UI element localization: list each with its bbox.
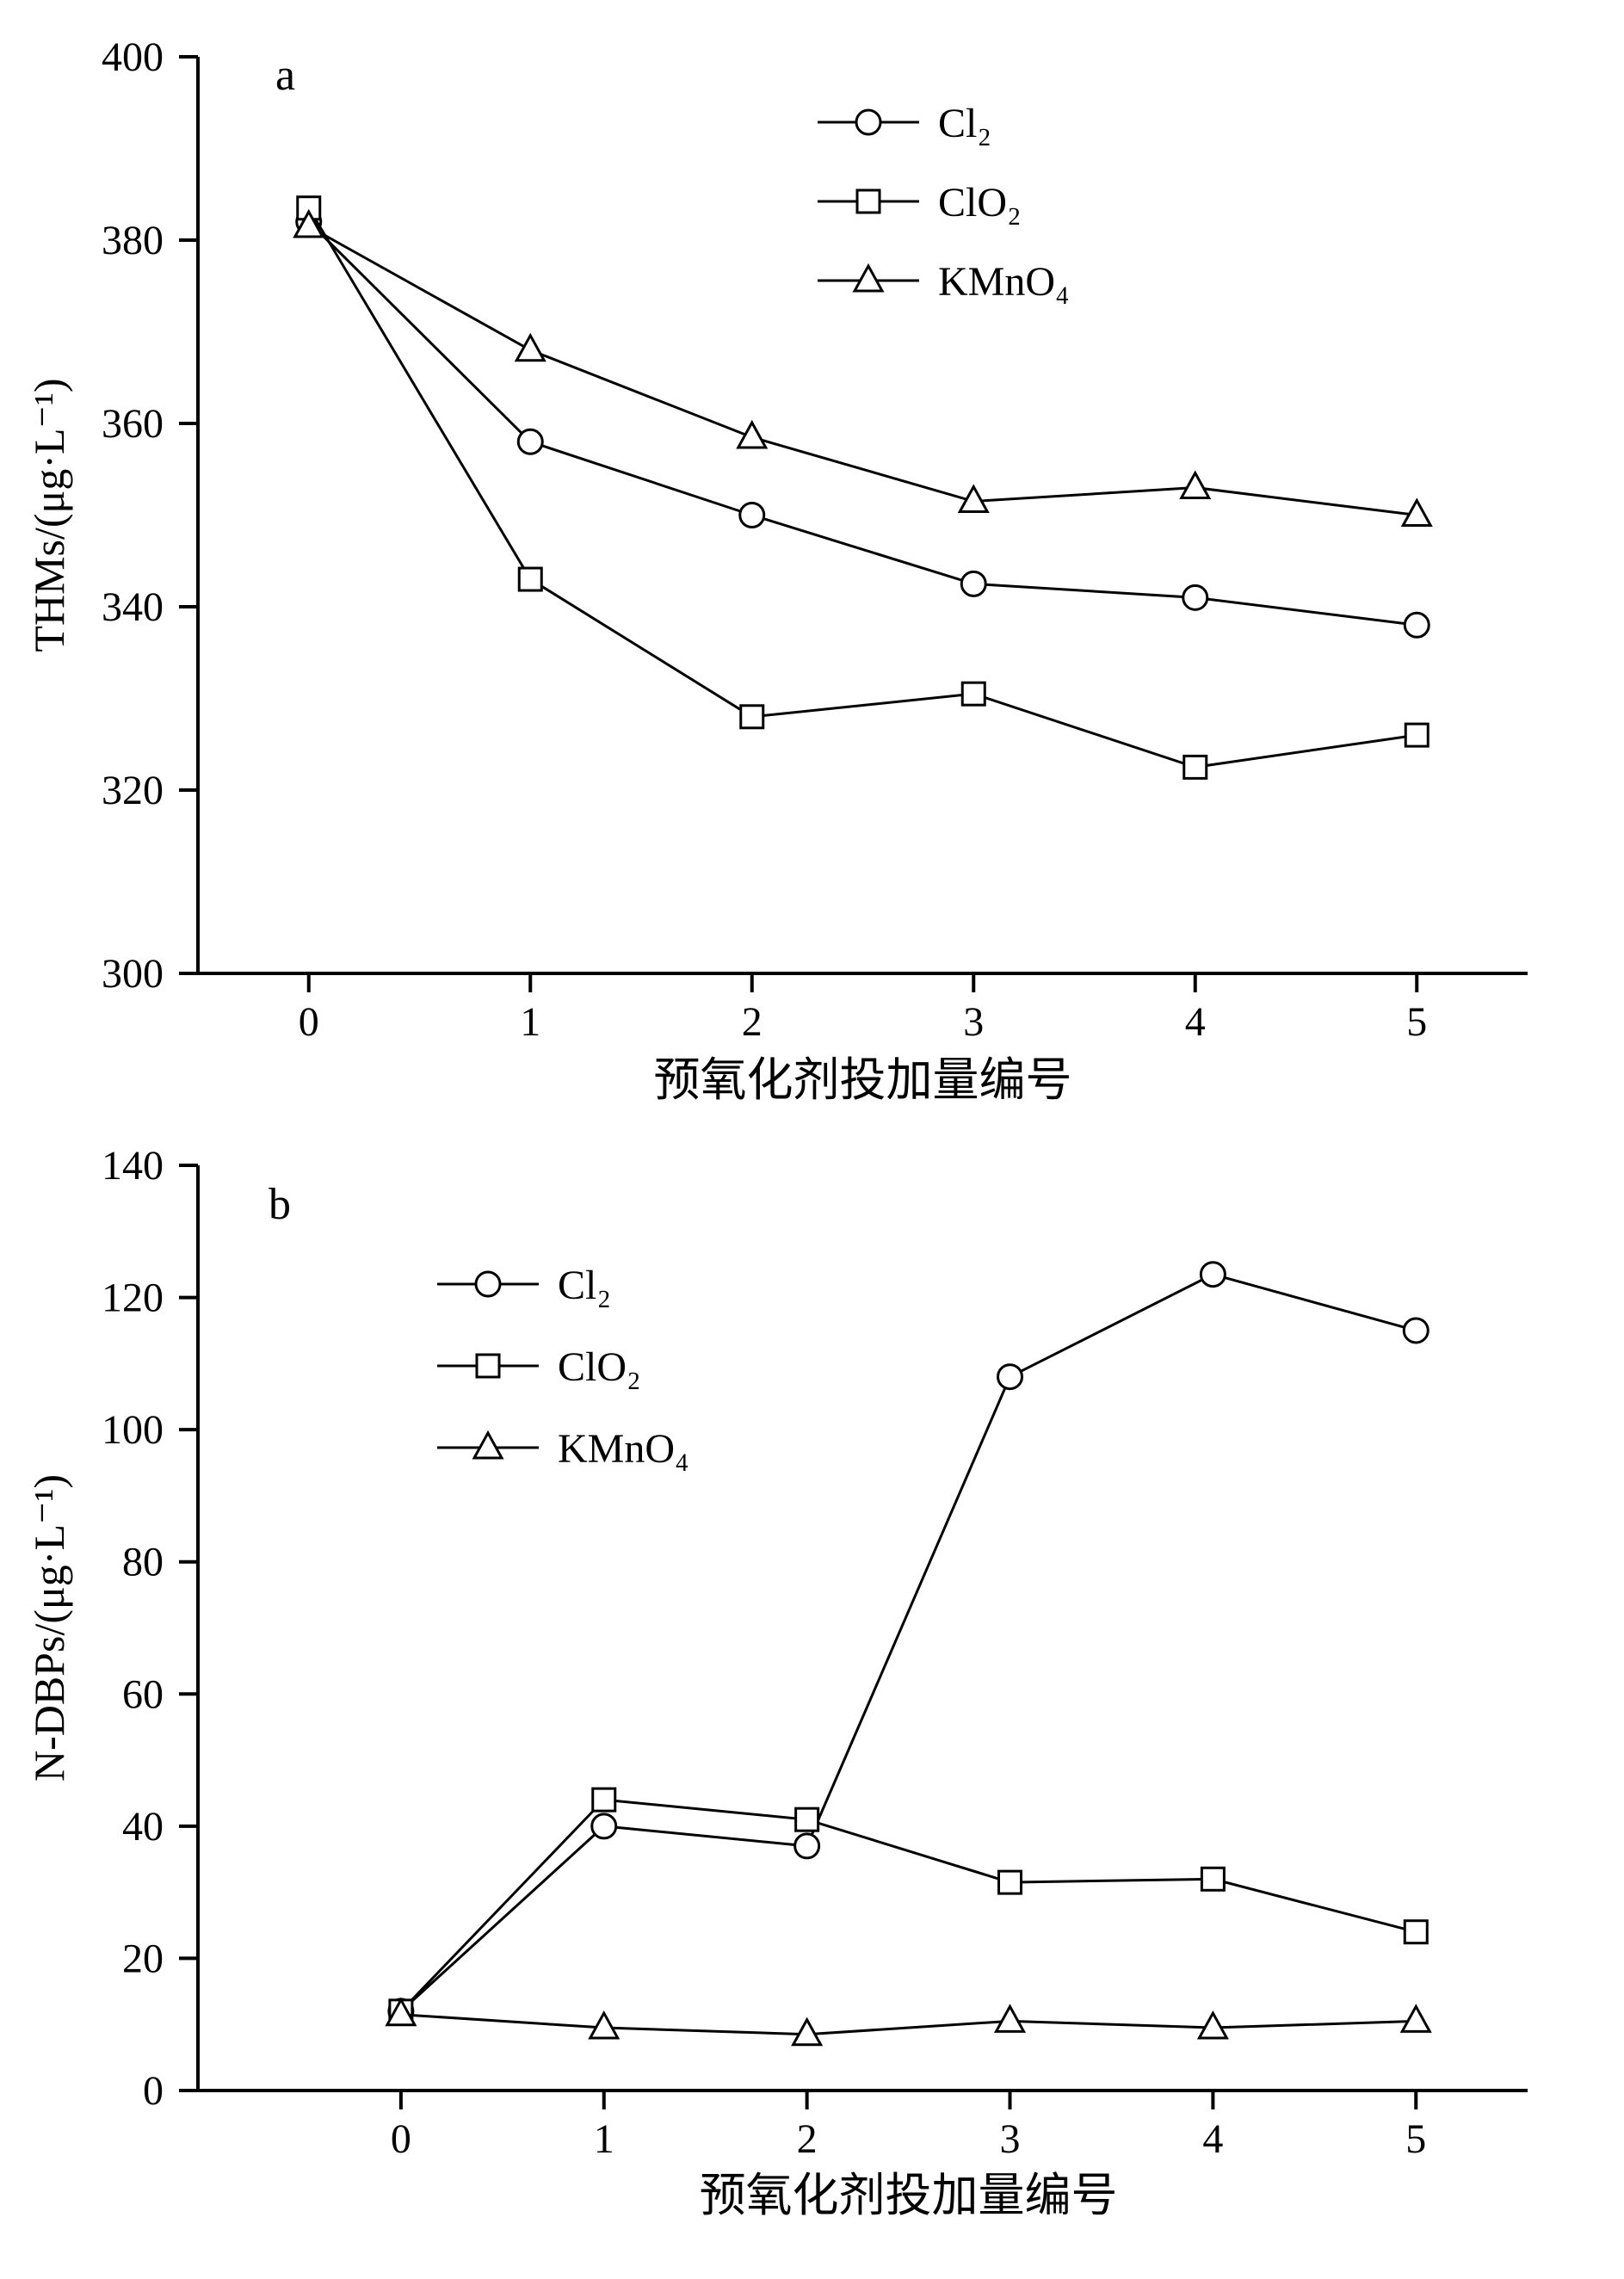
series-line-square xyxy=(307,207,1417,769)
legend-entry: ClO₂ xyxy=(818,180,1022,225)
marker-circle-icon xyxy=(855,108,882,136)
x-tick-label: 4 xyxy=(1185,999,1206,1045)
legend-label: KMnO₄ xyxy=(558,1426,689,1472)
marker-triangle-icon xyxy=(736,419,769,449)
marker-square-icon xyxy=(517,566,543,592)
marker-square-icon xyxy=(475,1353,501,1379)
x-tick-label: 5 xyxy=(1405,2116,1426,2162)
marker-circle-icon xyxy=(474,1270,502,1298)
marker-circle-icon xyxy=(516,428,544,455)
marker-triangle-icon xyxy=(852,262,885,293)
y-axis-label: THMs/(μg·L⁻¹) xyxy=(25,378,73,652)
marker-square-icon xyxy=(739,704,765,730)
ndbps-line-chart: 0 20 40 60 80 100 120 140 0 1 2 3 4 5 N-DBPs/(μg·L⁻¹) 预… xyxy=(25,1143,1528,2221)
thms-line-chart: 300 320 340 360 380 400 0 1 2 3 4 5 THMs/(μg·L⁻¹) 预氧化… xyxy=(25,34,1528,1106)
y-tick-label: 0 xyxy=(143,2068,164,2114)
marker-triangle-icon xyxy=(385,1997,417,2027)
x-tick-label: 2 xyxy=(742,999,763,1045)
marker-circle-icon xyxy=(793,1832,821,1860)
marker-square-icon xyxy=(591,1787,617,1813)
marker-square-icon xyxy=(1403,1919,1429,1945)
marker-square-icon xyxy=(1404,722,1429,748)
y-tick-label: 120 xyxy=(102,1275,164,1321)
legend-entry: KMnO₄ xyxy=(437,1426,689,1472)
legend-entry: ClO₂ xyxy=(437,1344,641,1390)
x-axis-label: 预氧化剂投加量编号 xyxy=(654,1054,1072,1106)
marker-circle-icon xyxy=(960,570,987,597)
marker-square-icon xyxy=(997,1869,1023,1895)
legend-label: Cl₂ xyxy=(558,1263,611,1308)
marker-circle-icon xyxy=(590,1813,618,1840)
legend-entry: Cl₂ xyxy=(818,101,991,146)
y-tick-label: 60 xyxy=(122,1671,164,1717)
marker-triangle-icon xyxy=(1399,2004,1432,2033)
y-tick-label: 100 xyxy=(102,1407,164,1453)
marker-circle-icon xyxy=(1402,1317,1429,1344)
marker-square-icon xyxy=(960,681,986,707)
y-axis-label: N-DBPs/(μg·L⁻¹) xyxy=(25,1474,73,1782)
series-line-triangle xyxy=(308,225,1417,516)
y-tick-label: 400 xyxy=(102,34,164,80)
marker-circle-icon xyxy=(997,1363,1024,1391)
y-tick-label: 140 xyxy=(102,1143,164,1189)
x-tick-label: 5 xyxy=(1406,999,1427,1045)
series-line-circle xyxy=(399,1273,1417,2012)
legend-label: ClO₂ xyxy=(938,180,1022,225)
y-tick-label: 40 xyxy=(122,1804,164,1850)
marker-square-icon xyxy=(1182,754,1208,780)
panel-label: a xyxy=(275,51,295,100)
series-line-square xyxy=(399,1798,1417,2012)
legend-label: KMnO₄ xyxy=(938,259,1070,305)
y-tick-label: 300 xyxy=(102,951,164,997)
marker-triangle-icon xyxy=(588,2010,621,2040)
x-tick-label: 1 xyxy=(520,999,540,1045)
legend-label: ClO₂ xyxy=(558,1344,641,1390)
marker-triangle-icon xyxy=(293,208,325,238)
marker-circle-icon xyxy=(1182,584,1209,611)
legend-label: Cl₂ xyxy=(938,101,991,146)
marker-circle-icon xyxy=(1199,1261,1226,1288)
x-axis-label: 预氧化剂投加量编号 xyxy=(700,2170,1118,2221)
marker-triangle-icon xyxy=(472,1430,504,1460)
x-tick-label: 3 xyxy=(963,999,984,1045)
chart-panel-b: 0 20 40 60 80 100 120 140 0 1 2 3 4 5 N-DBPs/(μg·L⁻¹) 预… xyxy=(0,1140,1624,2279)
marker-triangle-icon xyxy=(993,2004,1027,2033)
x-tick-label: 1 xyxy=(594,2116,614,2162)
marker-triangle-icon xyxy=(957,484,990,514)
y-tick-label: 380 xyxy=(102,218,164,263)
x-tick-label: 2 xyxy=(797,2116,818,2162)
panel-label: b xyxy=(269,1180,291,1229)
series-line-triangle xyxy=(400,2013,1417,2036)
marker-triangle-icon xyxy=(1179,470,1212,500)
legend-entry: Cl₂ xyxy=(437,1263,611,1308)
y-tick-label: 320 xyxy=(102,768,164,813)
y-tick-label: 340 xyxy=(102,584,164,630)
x-tick-label: 3 xyxy=(1000,2116,1021,2162)
y-tick-label: 360 xyxy=(102,401,164,447)
x-tick-label: 0 xyxy=(299,999,319,1045)
x-tick-label: 4 xyxy=(1202,2116,1223,2162)
y-tick-label: 20 xyxy=(122,1936,164,1981)
chart-panel-a: 300 320 340 360 380 400 0 1 2 3 4 5 THMs/(μg·L⁻¹) 预氧化… xyxy=(25,34,1528,1106)
marker-square-icon xyxy=(794,1807,820,1832)
marker-triangle-icon xyxy=(791,2017,824,2047)
y-tick-label: 80 xyxy=(122,1540,164,1585)
marker-circle-icon xyxy=(738,502,766,528)
marker-square-icon xyxy=(855,188,881,214)
series-line-circle xyxy=(307,220,1417,627)
marker-triangle-icon xyxy=(1400,497,1433,527)
marker-triangle-icon xyxy=(1196,2010,1229,2040)
marker-square-icon xyxy=(1200,1866,1226,1892)
marker-triangle-icon xyxy=(514,332,546,362)
legend-entry: KMnO₄ xyxy=(818,259,1070,305)
marker-circle-icon xyxy=(1403,611,1430,639)
x-tick-label: 0 xyxy=(391,2116,411,2162)
